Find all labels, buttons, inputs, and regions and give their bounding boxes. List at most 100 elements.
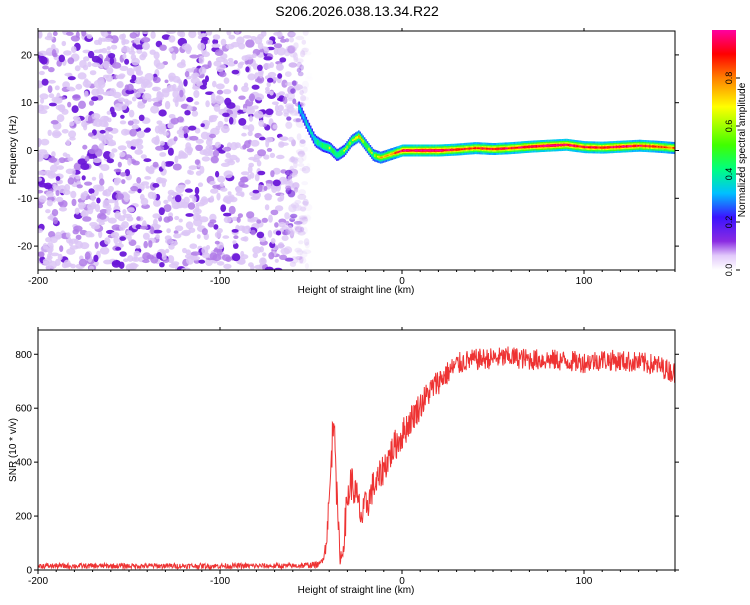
- noise-blob: [100, 164, 110, 171]
- noise-blob: [50, 120, 59, 125]
- noise-blob: [153, 51, 160, 60]
- noise-blob: [288, 204, 297, 213]
- noise-blob: [237, 62, 243, 69]
- snr-series-line: [38, 346, 675, 570]
- noise-blob: [184, 188, 193, 193]
- noise-blob: [214, 231, 222, 238]
- noise-blob: [152, 161, 159, 168]
- ridge-segment: [556, 144, 558, 147]
- noise-blob: [130, 139, 140, 147]
- ridge-segment: [532, 145, 535, 148]
- noise-blob: [299, 167, 307, 172]
- noise-blob: [168, 263, 179, 269]
- ridge-segment: [641, 145, 644, 147]
- noise-blob: [198, 66, 207, 75]
- noise-blob: [276, 63, 283, 71]
- noise-blob: [250, 264, 255, 270]
- noise-blob: [274, 104, 279, 113]
- noise-blob: [93, 39, 101, 46]
- noise-blob: [174, 98, 179, 108]
- ridge-segment: [551, 144, 554, 147]
- noise-blob: [300, 50, 306, 58]
- noise-blob: [38, 170, 45, 176]
- noise-blob: [155, 234, 160, 240]
- noise-blob: [141, 31, 149, 34]
- noise-blob: [265, 137, 274, 143]
- noise-blob: [263, 186, 268, 191]
- noise-blob: [119, 251, 127, 257]
- noise-blob: [140, 154, 147, 159]
- ridge-segment: [583, 146, 586, 148]
- noise-blob: [173, 233, 182, 239]
- noise-blob: [297, 205, 307, 211]
- noise-blob: [284, 82, 293, 86]
- ridge-segment: [494, 148, 497, 150]
- ridge-segment: [615, 146, 618, 148]
- ridge-segment: [358, 135, 360, 138]
- noise-blob: [240, 171, 250, 176]
- noise-blob: [177, 85, 182, 92]
- ridge-segment: [411, 149, 414, 152]
- noise-blob: [252, 63, 259, 70]
- noise-blob: [158, 109, 167, 117]
- ridge-segment: [413, 149, 415, 152]
- ridge-segment: [598, 146, 600, 149]
- noise-blob: [292, 118, 301, 123]
- noise-blob: [198, 55, 205, 64]
- noise-blob: [214, 49, 224, 56]
- noise-blob: [286, 116, 292, 121]
- noise-blob: [223, 170, 234, 179]
- noise-blob: [119, 224, 126, 231]
- noise-blob: [67, 76, 76, 81]
- noise-blob: [189, 54, 199, 59]
- ridge-segment: [572, 144, 574, 147]
- noise-blob: [251, 84, 260, 90]
- ridge-segment: [582, 146, 584, 148]
- ridge-segment: [633, 145, 635, 147]
- noise-blob: [40, 245, 50, 253]
- noise-blob: [233, 235, 239, 240]
- noise-blob: [186, 96, 194, 103]
- ridge-segment: [618, 146, 621, 148]
- ridge-segment: [515, 147, 517, 149]
- noise-blob: [198, 259, 206, 264]
- noise-blob: [270, 170, 275, 178]
- noise-blob: [65, 232, 71, 238]
- ridge-segment: [327, 144, 329, 151]
- ridge-segment: [346, 145, 348, 149]
- noise-blob: [178, 184, 186, 189]
- noise-blob: [70, 263, 76, 269]
- noise-blob: [257, 149, 267, 157]
- ridge-segment: [609, 146, 612, 148]
- noise-blob: [167, 147, 174, 156]
- noise-blob: [302, 51, 312, 56]
- ridge-segment: [518, 146, 520, 149]
- colorbar-label: Normalized spectral amplitude: [737, 82, 748, 217]
- ridge-segment: [362, 140, 364, 143]
- noise-blob: [117, 97, 125, 103]
- noise-blob: [142, 259, 150, 264]
- noise-blob: [231, 253, 241, 262]
- ridge-segment: [512, 147, 514, 149]
- noise-blob: [123, 194, 130, 203]
- noise-blob: [107, 217, 117, 224]
- noise-blob: [223, 216, 232, 223]
- noise-blob: [293, 84, 303, 91]
- noise-blob: [220, 125, 230, 134]
- noise-blob: [219, 182, 225, 187]
- noise-blob: [167, 139, 174, 147]
- noise-blob: [306, 72, 312, 79]
- noise-blob: [94, 148, 103, 157]
- noise-blob: [66, 139, 71, 146]
- ridge-segment: [537, 145, 539, 148]
- noise-blob: [245, 66, 250, 73]
- noise-blob: [231, 229, 239, 233]
- noise-blob: [118, 103, 128, 111]
- noise-blob: [174, 215, 180, 221]
- noise-blob: [301, 201, 309, 205]
- noise-blob: [106, 110, 112, 115]
- noise-blob: [250, 195, 260, 201]
- noise-blob: [242, 107, 247, 113]
- noise-blob: [140, 37, 151, 43]
